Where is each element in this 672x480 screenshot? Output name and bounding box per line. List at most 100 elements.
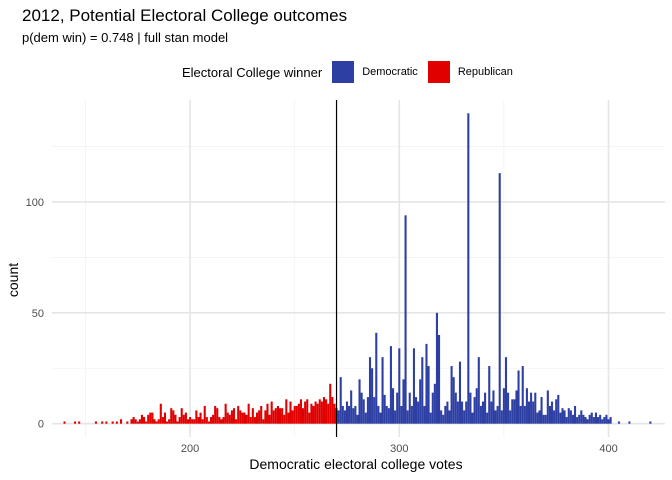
bar-democratic-385: [576, 417, 579, 424]
bar-democratic-301: [400, 405, 403, 424]
bar-democratic-337: [475, 388, 478, 424]
bar-democratic-300: [398, 348, 401, 424]
legend-label-democratic: Democratic: [362, 66, 418, 78]
bar-democratic-278: [352, 408, 355, 424]
bar-democratic-320: [440, 410, 443, 424]
bar-republican-207: [203, 405, 206, 424]
bar-democratic-353: [509, 410, 512, 424]
bar-democratic-363: [530, 392, 533, 424]
bar-democratic-371: [546, 390, 549, 424]
bar-republican-219: [228, 414, 231, 424]
bar-democratic-302: [402, 379, 405, 424]
bar-democratic-292: [381, 357, 384, 424]
legend-item-republican: Republican: [427, 61, 513, 83]
bar-republican-216: [222, 417, 225, 424]
bar-democratic-275: [345, 401, 349, 424]
bar-republican-243: [279, 408, 282, 424]
bar-democratic-355: [513, 399, 516, 424]
bar-democratic-348: [498, 173, 501, 424]
bar-democratic-328: [456, 401, 459, 424]
bar-democratic-393: [592, 417, 595, 424]
bar-republican-195: [178, 417, 181, 424]
bar-democratic-400: [607, 419, 610, 424]
bar-republican-203: [195, 410, 198, 424]
bar-republican-172: [130, 419, 133, 424]
bar-republican-211: [212, 414, 215, 424]
bar-democratic-299: [396, 392, 399, 424]
bar-democratic-345: [492, 390, 495, 424]
bar-democratic-285: [366, 397, 369, 424]
bar-republican-177: [140, 414, 144, 424]
bar-democratic-297: [391, 388, 395, 424]
bar-republican-155: [94, 421, 97, 424]
bar-democratic-388: [582, 414, 585, 424]
bar-republican-184: [155, 421, 158, 424]
bar-democratic-372: [548, 405, 551, 424]
bar-democratic-384: [573, 405, 577, 424]
bar-democratic-271: [337, 410, 340, 424]
bar-republican-267: [329, 383, 332, 424]
bar-republican-261: [316, 403, 319, 424]
bar-democratic-309: [417, 401, 420, 424]
bar-republican-197: [182, 414, 185, 424]
bar-democratic-335: [471, 412, 474, 424]
bar-democratic-280: [356, 414, 359, 424]
bar-republican-249: [291, 410, 294, 424]
y-axis-title: count: [5, 263, 21, 297]
bar-republican-237: [266, 403, 269, 424]
bar-republican-185: [157, 419, 160, 424]
bar-democratic-339: [479, 405, 482, 424]
bar-republican-244: [281, 408, 284, 424]
bar-republican-196: [180, 408, 183, 424]
bar-republican-224: [239, 410, 242, 424]
bar-republican-266: [327, 403, 330, 424]
bar-republican-223: [237, 405, 240, 424]
bar-democratic-338: [477, 357, 480, 424]
bar-democratic-387: [580, 410, 583, 424]
bar-democratic-349: [500, 410, 503, 424]
bar-democratic-397: [601, 419, 604, 424]
bar-democratic-288: [373, 397, 376, 424]
bar-republican-209: [207, 421, 210, 424]
x-tick-label: 200: [181, 443, 199, 455]
bar-democratic-377: [559, 412, 562, 424]
bar-democratic-390: [586, 419, 589, 424]
bar-democratic-298: [394, 410, 397, 424]
bar-democratic-273: [341, 405, 344, 424]
bar-democratic-312: [423, 405, 426, 424]
bar-democratic-276: [348, 405, 351, 424]
legend-swatch-democratic: [332, 61, 355, 83]
y-tick-label: 50: [32, 308, 44, 320]
bar-democratic-380: [565, 417, 568, 424]
bar-republican-214: [218, 417, 221, 424]
bar-democratic-374: [553, 410, 556, 424]
bar-republican-245: [283, 414, 286, 424]
bar-democratic-317: [433, 383, 436, 424]
bar-democratic-361: [525, 388, 528, 424]
y-tick-label: 0: [38, 419, 44, 431]
bar-republican-182: [151, 412, 154, 424]
bar-republican-165: [115, 421, 118, 424]
bar-republican-246: [285, 399, 288, 424]
bar-republican-213: [216, 408, 219, 424]
bar-republican-226: [243, 412, 246, 424]
bar-democratic-281: [358, 379, 361, 424]
bar-republican-176: [138, 419, 141, 424]
bar-democratic-283: [362, 399, 365, 424]
chart-subtitle: p(dem win) = 0.748 | full stan model: [22, 30, 229, 45]
bar-democratic-295: [387, 408, 390, 424]
bar-republican-262: [318, 399, 321, 424]
bar-democratic-341: [484, 392, 487, 424]
bar-republican-255: [304, 401, 307, 424]
bar-democratic-287: [371, 368, 374, 424]
bar-democratic-326: [452, 377, 455, 424]
bar-republican-254: [302, 408, 305, 424]
bar-republican-186: [159, 403, 162, 424]
bar-republican-253: [299, 399, 303, 424]
bar-republican-228: [247, 403, 250, 424]
bar-democratic-290: [377, 405, 380, 424]
bar-republican-175: [136, 421, 139, 424]
bar-republican-230: [251, 408, 254, 424]
bar-democratic-333: [467, 113, 470, 424]
